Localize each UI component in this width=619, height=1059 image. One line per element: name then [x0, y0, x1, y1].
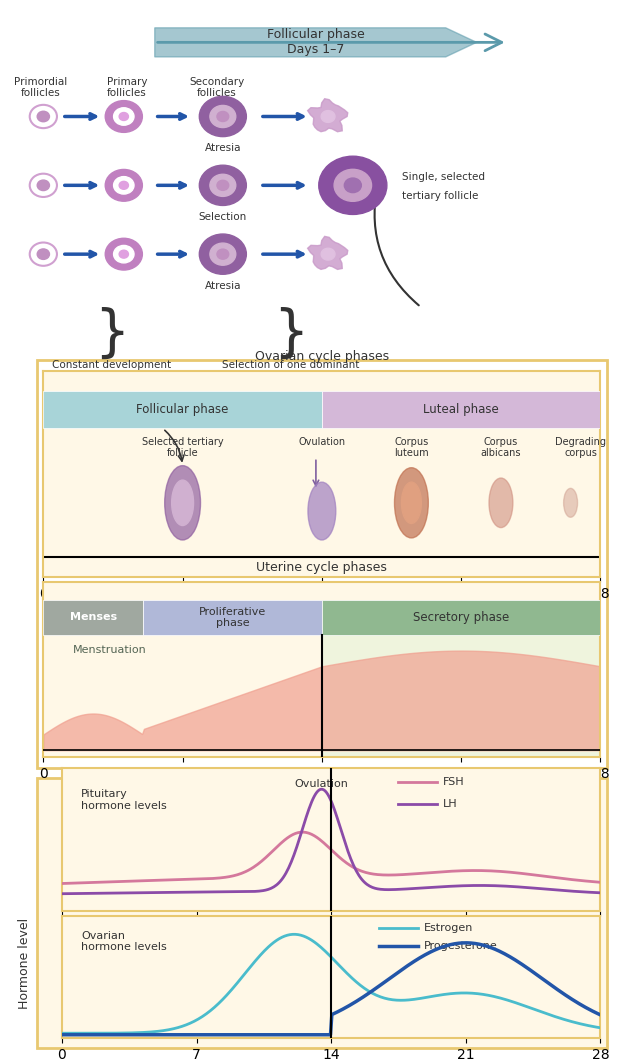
- Circle shape: [37, 249, 50, 259]
- Text: Hormone level: Hormone level: [18, 918, 32, 1009]
- Circle shape: [319, 157, 387, 214]
- Text: Selected tertiary
follicle: Selected tertiary follicle: [142, 436, 223, 459]
- Circle shape: [37, 180, 50, 191]
- Text: Secondary
follicles: Secondary follicles: [189, 77, 245, 98]
- Circle shape: [217, 111, 229, 122]
- Circle shape: [105, 238, 142, 270]
- Circle shape: [114, 177, 134, 194]
- Text: Selection of one dominant
secondary follicle begins
each new menstrual cycle: Selection of one dominant secondary foll…: [222, 360, 360, 393]
- Text: Ovulation: Ovulation: [298, 436, 345, 447]
- Circle shape: [308, 482, 335, 540]
- Text: Single, selected: Single, selected: [402, 173, 485, 182]
- Text: Follicular phase
Days 1–7: Follicular phase Days 1–7: [267, 29, 365, 56]
- Text: Corpus
luteum: Corpus luteum: [394, 436, 429, 459]
- Bar: [322, 391, 600, 429]
- Bar: [43, 599, 143, 634]
- FancyArrow shape: [155, 28, 477, 57]
- Bar: [43, 391, 322, 429]
- Text: Progesterone: Progesterone: [423, 941, 497, 951]
- Text: Primordial
follicles: Primordial follicles: [14, 77, 67, 98]
- Circle shape: [210, 106, 236, 127]
- Polygon shape: [321, 110, 335, 123]
- Text: Atresia: Atresia: [205, 143, 241, 152]
- Text: Estrogen: Estrogen: [423, 923, 473, 933]
- Text: Menses: Menses: [69, 612, 116, 623]
- Circle shape: [119, 112, 129, 121]
- Circle shape: [394, 468, 428, 538]
- Text: LH: LH: [443, 798, 457, 808]
- Text: }: }: [274, 307, 308, 361]
- Circle shape: [105, 101, 142, 132]
- Text: Constant development
of early-stage follicles
(2 months): Constant development of early-stage foll…: [52, 360, 171, 393]
- Text: Follicular phase: Follicular phase: [136, 403, 229, 416]
- Circle shape: [165, 466, 201, 540]
- Circle shape: [334, 169, 371, 201]
- Circle shape: [217, 180, 229, 191]
- Circle shape: [489, 478, 513, 527]
- Text: Degrading
corpus: Degrading corpus: [555, 436, 606, 459]
- Text: Menstruation: Menstruation: [73, 645, 147, 656]
- Polygon shape: [308, 98, 348, 131]
- Circle shape: [210, 175, 236, 196]
- Circle shape: [199, 165, 246, 205]
- Circle shape: [402, 482, 422, 523]
- Circle shape: [344, 178, 361, 193]
- Circle shape: [37, 111, 50, 122]
- Circle shape: [199, 96, 246, 137]
- Circle shape: [199, 234, 246, 274]
- X-axis label: Day of menstrual cycle: Day of menstrual cycle: [254, 787, 390, 800]
- Bar: [143, 599, 322, 634]
- Circle shape: [564, 488, 578, 517]
- X-axis label: Day of menstrual cycle: Day of menstrual cycle: [254, 607, 390, 620]
- Title: Uterine cycle phases: Uterine cycle phases: [256, 561, 387, 574]
- Text: Primary
follicles: Primary follicles: [106, 77, 147, 98]
- Circle shape: [171, 480, 194, 525]
- Text: Proliferative
phase: Proliferative phase: [199, 607, 266, 628]
- Bar: [322, 634, 600, 757]
- Circle shape: [210, 244, 236, 265]
- Circle shape: [114, 108, 134, 125]
- Polygon shape: [321, 248, 335, 261]
- Text: Corpus
albicans: Corpus albicans: [481, 436, 521, 459]
- Circle shape: [105, 169, 142, 201]
- Text: FSH: FSH: [443, 777, 464, 787]
- Bar: [322, 599, 600, 634]
- Text: Selection: Selection: [199, 212, 247, 221]
- Circle shape: [119, 181, 129, 190]
- Text: tertiary follicle: tertiary follicle: [402, 191, 478, 201]
- Text: }: }: [94, 307, 129, 361]
- Text: Secretory phase: Secretory phase: [413, 611, 509, 624]
- Circle shape: [114, 246, 134, 263]
- Title: Ovarian cycle phases: Ovarian cycle phases: [255, 349, 389, 362]
- Text: Pituitary
hormone levels: Pituitary hormone levels: [81, 789, 167, 811]
- Circle shape: [217, 249, 229, 259]
- Text: Luteal phase: Luteal phase: [423, 403, 499, 416]
- Polygon shape: [308, 236, 348, 269]
- Text: Atresia: Atresia: [205, 281, 241, 290]
- Text: Ovarian
hormone levels: Ovarian hormone levels: [81, 931, 167, 952]
- Circle shape: [119, 250, 129, 258]
- Text: Ovulation: Ovulation: [295, 779, 348, 789]
